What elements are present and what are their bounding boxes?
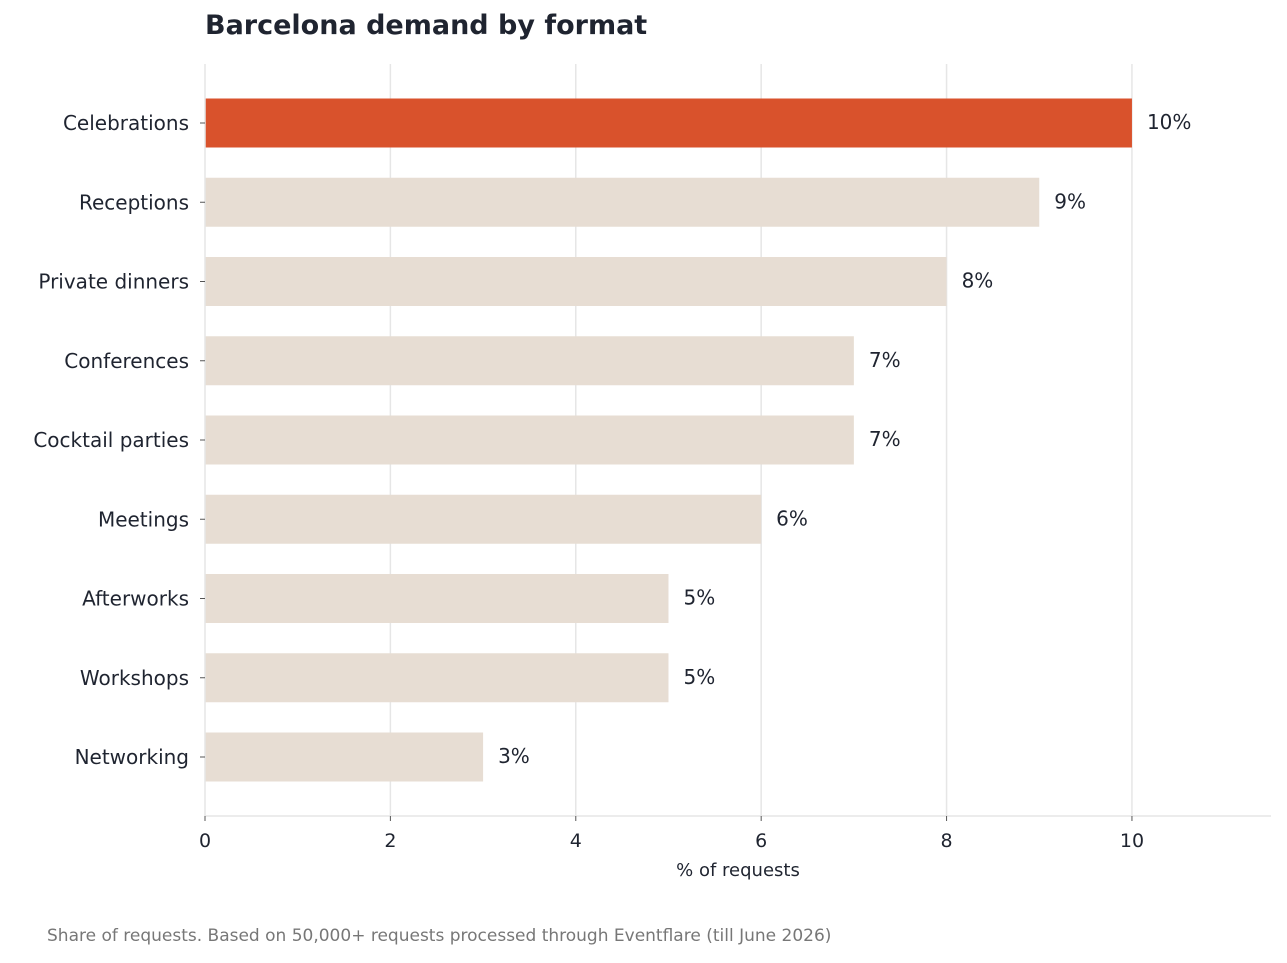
value-label: 7% [869,427,901,451]
x-axis-title: % of requests [676,860,800,881]
bar [205,177,1040,227]
chart-title: Barcelona demand by format [205,10,648,41]
category-label: Workshops [80,666,189,690]
category-label: Receptions [79,190,189,214]
value-label: 7% [869,348,901,372]
data-labels: 10% 9% 8% 7% 7% 6% 5% 5% 3% [498,110,1191,768]
bar [205,574,669,623]
bar [205,415,854,465]
category-label: Celebrations [63,111,189,135]
bar [205,257,947,306]
bar [205,336,854,386]
value-label: 9% [1054,189,1086,213]
tick-labels: 0 2 4 6 8 10 Celebrations Receptions Private din… [33,111,1144,852]
bar [205,732,484,782]
x-tick-label: 4 [570,830,582,852]
x-tick-label: 2 [384,830,396,852]
value-label: 5% [683,665,715,689]
bars [205,98,1132,782]
value-label: 8% [962,269,994,293]
category-label: Conferences [64,349,189,373]
category-label: Cocktail parties [33,428,189,452]
value-label: 10% [1147,110,1191,134]
value-label: 6% [776,506,808,530]
value-label: 3% [498,744,530,768]
bar [205,653,669,703]
x-tick-label: 6 [755,830,767,852]
x-tick-label: 10 [1120,830,1144,852]
chart-caption: Share of requests. Based on 50,000+ requ… [47,926,832,946]
x-tick-label: 8 [941,830,953,852]
category-label: Private dinners [38,270,189,294]
x-tick-label: 0 [199,830,211,852]
category-label: Meetings [98,507,189,531]
value-label: 5% [683,586,715,610]
category-label: Networking [75,745,189,769]
bar [205,98,1132,148]
bar [205,494,762,544]
category-label: Afterworks [82,587,189,611]
